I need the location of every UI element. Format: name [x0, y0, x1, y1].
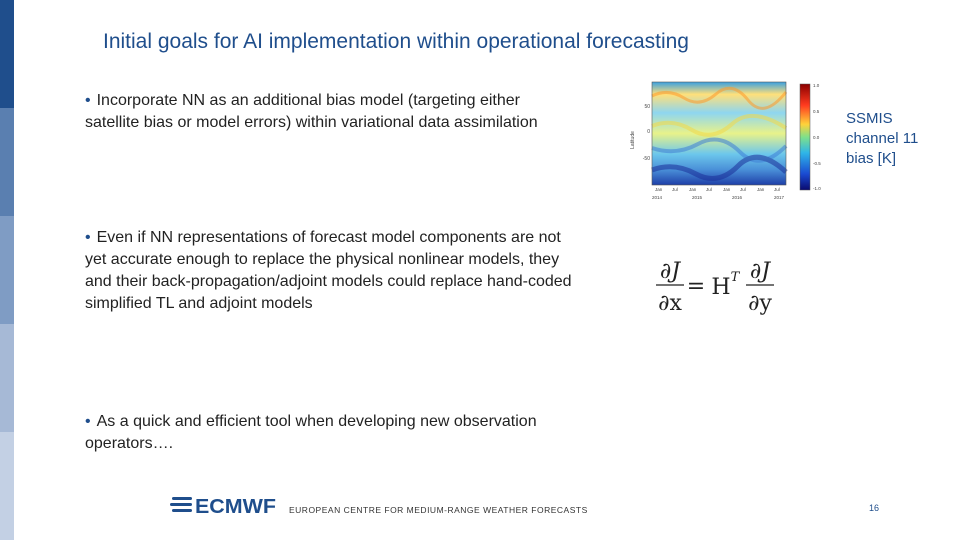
bullet-item: • Even if NN representations of forecast … — [85, 227, 575, 315]
equation-lhs-denominator: ∂x — [658, 291, 682, 316]
colorbar-tick: 1.0 — [813, 83, 820, 88]
colorbar-tick: -0.5 — [813, 161, 821, 166]
x-tick-label: Jul — [774, 187, 780, 192]
x-tick-labels: Jan Jul Jan Jul Jan Jul Jan Jul — [655, 187, 780, 192]
bullet-text: Incorporate NN as an additional bias mod… — [85, 92, 538, 131]
colorbar — [799, 83, 811, 191]
year-label: 2015 — [692, 195, 703, 200]
year-label: 2016 — [732, 195, 743, 200]
y-tick-label: -50 — [643, 156, 650, 162]
bullet-item: • As a quick and efficient tool when deve… — [85, 411, 565, 455]
equation-operator: H — [711, 275, 730, 300]
year-label: 2014 — [652, 195, 663, 200]
bullet-text: Even if NN representations of forecast m… — [85, 229, 572, 312]
stripe-segment — [0, 216, 14, 324]
y-tick-label: 0 — [647, 129, 650, 135]
x-tick-label: Jul — [706, 187, 712, 192]
colorbar-tick: 0.0 — [813, 135, 820, 140]
bullet-text: As a quick and efficient tool when devel… — [85, 413, 537, 452]
x-tick-label: Jul — [740, 187, 746, 192]
equation-superscript: T — [731, 270, 741, 285]
equation-rhs-numerator: ∂J — [750, 259, 771, 284]
equation-equals: = — [687, 274, 705, 299]
stripe-segment — [0, 108, 14, 216]
ecmwf-logo: ECMWF — [170, 496, 276, 517]
page-number: 16 — [869, 503, 880, 513]
ecmwf-logo-text: ECMWF — [195, 496, 276, 517]
colorbar-tick-labels: 1.0 0.5 0.0 -0.5 -1.0 — [813, 83, 821, 191]
y-tick-label: 50 — [644, 104, 650, 110]
year-label: 2017 — [774, 195, 785, 200]
year-labels: 2014 2015 2016 2017 — [652, 195, 785, 200]
equation-lhs-numerator: ∂J — [660, 259, 681, 284]
colorbar-tick: 0.5 — [813, 109, 820, 114]
bullet-marker: • — [85, 229, 91, 246]
x-tick-label: Jan — [723, 187, 731, 192]
adjoint-equation: ∂J ∂x = H T ∂J ∂y — [656, 259, 774, 316]
colorbar-tick: -1.0 — [813, 186, 821, 191]
bullet-marker: • — [85, 92, 91, 109]
x-tick-label: Jan — [757, 187, 765, 192]
stripe-segment — [0, 0, 14, 108]
ecmwf-logo-mark — [170, 497, 192, 512]
bullet-item: • Incorporate NN as an additional bias mo… — [85, 90, 555, 134]
organization-name: EUROPEAN CENTRE FOR MEDIUM-RANGE WEATHER… — [289, 505, 588, 515]
slide-title: Initial goals for AI implementation with… — [103, 30, 689, 53]
y-axis-label: Latitude — [630, 131, 636, 149]
side-stripe — [0, 0, 14, 540]
x-tick-label: Jul — [672, 187, 678, 192]
x-tick-label: Jan — [655, 187, 663, 192]
bias-figure: Latitude 50 0 -50 Jan Jul Jan Jul Jan Ju… — [630, 81, 821, 200]
stripe-segment — [0, 432, 14, 540]
stripe-segment — [0, 324, 14, 432]
x-tick-label: Jan — [689, 187, 697, 192]
figure-caption: SSMIS channel 11 bias [K] — [846, 110, 919, 167]
bullet-marker: • — [85, 413, 91, 430]
bias-field-texture — [651, 86, 788, 181]
equation-rhs-denominator: ∂y — [748, 291, 772, 316]
